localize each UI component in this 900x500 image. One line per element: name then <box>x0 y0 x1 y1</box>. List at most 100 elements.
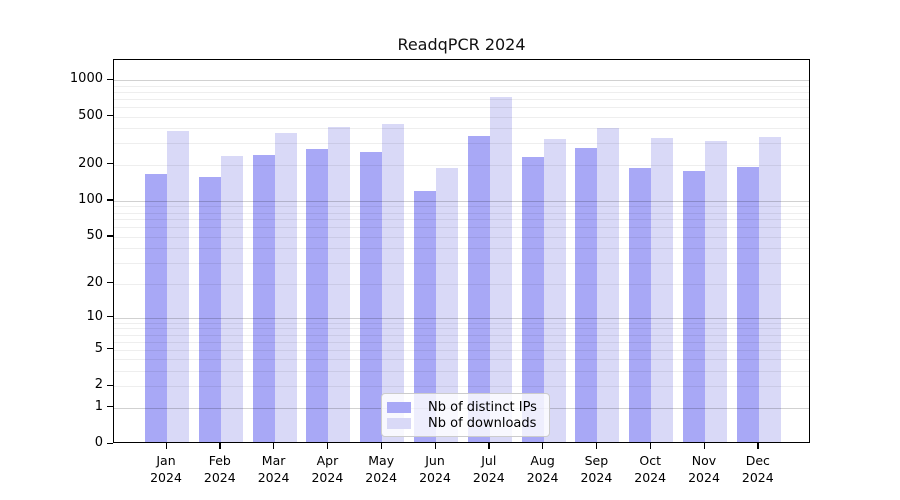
y-tick-2 <box>107 384 113 386</box>
y-tick-20 <box>107 282 113 284</box>
bar-jan-downloads <box>167 130 189 442</box>
y-tick-label-0: 0 <box>94 435 103 450</box>
x-tick-sep <box>595 443 598 449</box>
bar-aug-distinct-ips <box>521 156 544 442</box>
bar-jun-downloads <box>436 167 458 442</box>
bar-sep-distinct-ips <box>575 148 598 442</box>
distinct-ips-swatch <box>387 401 411 413</box>
gridline-20 <box>114 283 809 285</box>
y-tick-500 <box>107 115 113 117</box>
gridline-800 <box>114 91 809 93</box>
y-tick-10 <box>107 316 113 318</box>
gridline-70 <box>114 219 809 221</box>
bar-jul-distinct-ips <box>467 136 490 442</box>
x-tick-label-may: May 2024 <box>349 453 413 486</box>
x-tick-label-feb: Feb 2024 <box>188 453 252 486</box>
gridline-10 <box>114 317 809 319</box>
x-tick-label-nov: Nov 2024 <box>672 453 736 486</box>
legend-item-distinct-ips: Nb of distinct IPs <box>387 399 537 415</box>
legend-item-downloads: Nb of downloads <box>387 415 537 431</box>
x-tick-jan <box>165 443 167 449</box>
y-tick-label-20: 20 <box>86 274 103 290</box>
x-tick-jun <box>434 443 436 449</box>
x-tick-label-aug: Aug 2024 <box>511 453 575 486</box>
y-tick-label-100: 100 <box>78 191 103 207</box>
bar-jan-distinct-ips <box>145 173 167 442</box>
legend-label-downloads: Nb of downloads <box>428 415 537 431</box>
x-tick-year: 2024 <box>203 469 236 485</box>
x-tick-year: 2024 <box>419 469 451 485</box>
x-tick-feb <box>219 443 221 449</box>
bar-apr-downloads <box>328 126 351 442</box>
gridline-400 <box>114 128 809 130</box>
x-tick-may <box>380 443 382 449</box>
y-tick-label-500: 500 <box>78 107 103 123</box>
y-tick-label-1: 1 <box>94 398 103 414</box>
x-tick-aug <box>542 443 544 449</box>
x-tick-label-jun: Jun 2024 <box>403 453 467 486</box>
x-tick-label-jan: Jan 2024 <box>134 453 198 486</box>
gridline-8 <box>114 328 809 330</box>
x-tick-label-mar: Mar 2024 <box>242 453 306 486</box>
bar-jun-distinct-ips <box>414 191 436 442</box>
x-tick-year: 2024 <box>688 469 720 485</box>
gridline-100 <box>114 200 809 202</box>
x-tick-year: 2024 <box>526 469 559 485</box>
bar-sep-downloads <box>597 128 620 442</box>
downloads-swatch <box>387 417 411 429</box>
chart-title: ReadqPCR 2024 <box>397 35 526 54</box>
bar-may-distinct-ips <box>360 151 383 442</box>
gridline-50 <box>114 236 809 238</box>
gridline-1000 <box>114 80 809 81</box>
gridline-30 <box>114 263 809 265</box>
bar-mar-downloads <box>274 133 297 442</box>
gridline-2 <box>114 386 809 388</box>
x-tick-label-oct: Oct 2024 <box>618 453 682 486</box>
x-tick-label-sep: Sep 2024 <box>564 453 628 486</box>
x-tick-year: 2024 <box>580 469 613 485</box>
gridline-80 <box>114 212 809 214</box>
gridline-500 <box>114 116 809 118</box>
y-tick-label-10: 10 <box>86 308 103 324</box>
bar-apr-distinct-ips <box>306 148 329 442</box>
y-tick-50 <box>107 235 113 237</box>
gridline-90 <box>114 206 809 208</box>
x-tick-year: 2024 <box>311 469 344 485</box>
y-tick-0 <box>107 442 113 444</box>
gridline-700 <box>114 98 809 100</box>
x-tick-year: 2024 <box>257 469 290 485</box>
bar-nov-downloads <box>705 140 727 442</box>
x-tick-year: 2024 <box>150 469 182 485</box>
bar-oct-downloads <box>651 138 674 442</box>
legend-label-distinct-ips: Nb of distinct IPs <box>428 399 537 415</box>
bar-may-downloads <box>382 123 405 442</box>
gridline-200 <box>114 164 809 166</box>
bar-jul-downloads <box>489 97 512 442</box>
gridline-6 <box>114 341 809 343</box>
y-tick-label-200: 200 <box>78 155 103 171</box>
gridline-60 <box>114 227 809 229</box>
bar-oct-distinct-ips <box>629 168 652 442</box>
x-tick-apr <box>326 443 329 449</box>
gridline-5 <box>114 349 809 351</box>
y-tick-1000 <box>107 78 113 80</box>
y-tick-200 <box>107 163 113 165</box>
x-tick-year: 2024 <box>634 469 667 485</box>
x-tick-year: 2024 <box>472 469 505 485</box>
gridline-600 <box>114 106 809 108</box>
x-tick-label-dec: Dec 2024 <box>726 453 790 486</box>
y-tick-label-2: 2 <box>94 377 103 393</box>
bar-dec-downloads <box>758 136 781 442</box>
gridline-300 <box>114 143 809 145</box>
y-tick-label-50: 50 <box>86 227 103 243</box>
legend: Nb of distinct IPs Nb of downloads <box>381 393 550 437</box>
bar-dec-distinct-ips <box>736 166 759 442</box>
gridline-900 <box>114 85 809 87</box>
x-tick-label-jul: Jul 2024 <box>457 453 521 486</box>
x-tick-label-apr: Apr 2024 <box>295 453 359 486</box>
plot-area <box>113 59 810 443</box>
y-tick-1 <box>107 406 113 408</box>
x-tick-jul <box>488 443 490 449</box>
x-tick-dec <box>757 443 759 449</box>
